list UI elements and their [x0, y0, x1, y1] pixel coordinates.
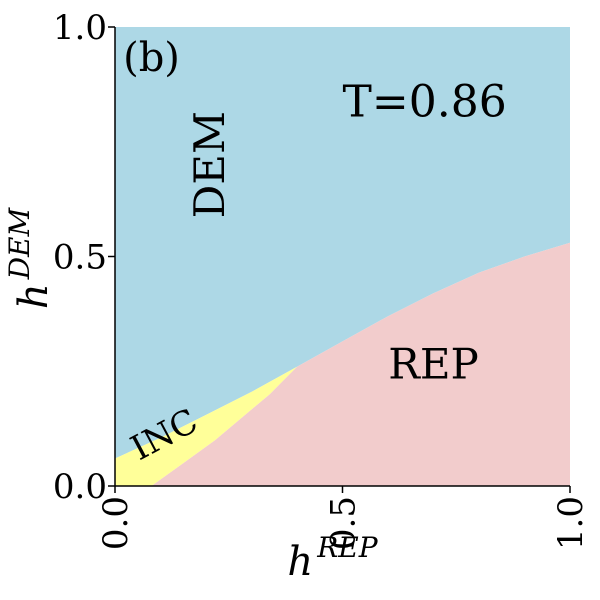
x-tick-label: 0.5: [324, 496, 364, 550]
region-label-dem: DEM: [185, 111, 234, 218]
region-dem: [115, 27, 570, 459]
x-tick-label: 0.0: [96, 496, 136, 550]
y-ticks: 0.0 0.5 1.0: [53, 8, 115, 507]
temperature-annotation: T=0.86: [343, 77, 507, 128]
axes: 0.0 0.5 1.0 0.0 0.5 1.0: [53, 8, 591, 550]
x-axis-label-base: h: [287, 539, 313, 585]
x-axis-label-sup: REP: [316, 531, 379, 564]
region-inc: [115, 366, 297, 486]
x-tick-label: 1.0: [551, 496, 591, 550]
y-axis-label-base: h: [11, 283, 57, 309]
x-axis-label: h REP: [287, 531, 378, 585]
y-axis-label-sup: DEM: [3, 207, 36, 281]
x-ticks: 0.0 0.5 1.0: [96, 486, 591, 550]
plot-area: [115, 27, 570, 486]
y-tick-label: 0.0: [53, 467, 107, 507]
y-tick-label: 1.0: [53, 8, 107, 48]
y-axis-label: hDEM: [3, 207, 57, 310]
region-rep: [151, 242, 570, 486]
panel-label: (b): [123, 35, 180, 81]
region-label-rep: REP: [388, 339, 479, 388]
y-tick-label: 0.5: [53, 238, 107, 278]
